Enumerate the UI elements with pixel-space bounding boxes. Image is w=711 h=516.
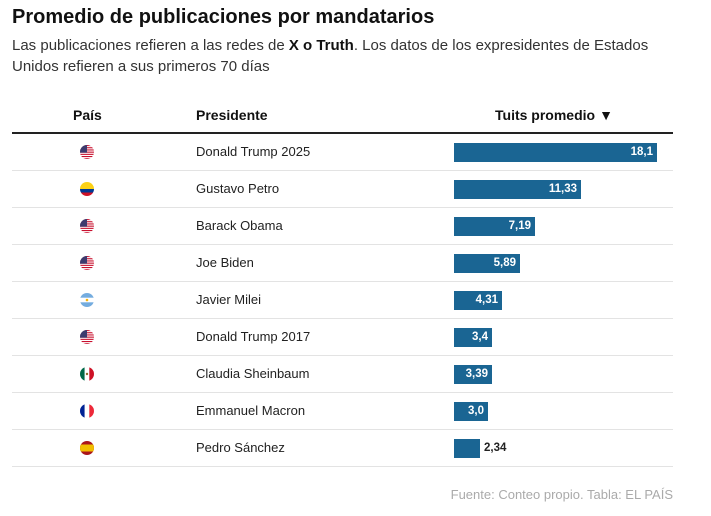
header-divider [12, 132, 673, 134]
table-row: Joe Biden 5,89 [12, 245, 673, 282]
flag-fr-icon [80, 404, 94, 418]
table-row: Barack Obama 7,19 [12, 208, 673, 245]
table-header: País Presidente Tuits promedio ▼ [12, 104, 673, 132]
bar-value-label: 3,4 [472, 331, 488, 343]
bar [454, 180, 581, 199]
bar-value-label: 11,33 [548, 183, 577, 195]
president-name: Donald Trump 2017 [196, 329, 311, 344]
bar-value-label: 3,0 [468, 405, 484, 417]
president-name: Emmanuel Macron [196, 403, 306, 418]
table-row: Donald Trump 2025 18,1 [12, 134, 673, 171]
president-name: Claudia Sheinbaum [196, 366, 310, 381]
flag-us-icon [80, 145, 94, 159]
flag-us-icon [80, 219, 94, 233]
table-row: Donald Trump 2017 3,4 [12, 319, 673, 356]
flag-co-icon [80, 182, 94, 196]
chart-title: Promedio de publicaciones por mandatario… [12, 6, 435, 28]
subtitle-text-1: Las publicaciones refieren a las redes d… [12, 37, 289, 54]
bar-value-label: 18,1 [630, 146, 653, 158]
bar-value-label: 3,39 [465, 368, 488, 380]
flag-ar-icon [80, 293, 94, 307]
flag-us-icon [80, 330, 94, 344]
bar [454, 291, 502, 310]
column-header-value-label: Tuits promedio [495, 107, 596, 123]
president-name: Donald Trump 2025 [196, 144, 311, 159]
bar [454, 254, 520, 273]
column-header-value[interactable]: Tuits promedio ▼ [495, 107, 613, 123]
bar [454, 365, 492, 384]
bar [454, 143, 657, 162]
bar-value-label: 5,89 [493, 257, 516, 269]
table-row: Claudia Sheinbaum 3,39 [12, 356, 673, 393]
bar-value-label: 2,34 [484, 442, 507, 454]
sort-descending-icon[interactable]: ▼ [599, 107, 613, 123]
bar-value-label: 4,31 [475, 294, 498, 306]
source-note: Fuente: Conteo propio. Tabla: EL PAÍS [450, 487, 673, 502]
bar [454, 328, 492, 347]
chart-subtitle: Las publicaciones refieren a las redes d… [12, 35, 672, 77]
table-row: Javier Milei 4,31 [12, 282, 673, 319]
subtitle-text-2: . Los datos de los expresidentes de Esta… [12, 37, 649, 75]
table-row: Pedro Sánchez 2,34 [12, 430, 673, 467]
column-header-country[interactable]: País [73, 107, 102, 123]
table-row: Emmanuel Macron 3,0 [12, 393, 673, 430]
flag-us-icon [80, 256, 94, 270]
bar [454, 217, 535, 236]
bar [454, 439, 480, 458]
table-body: Donald Trump 2025 18,1 Gustavo Petro 11,33 B… [12, 134, 673, 467]
column-header-president[interactable]: Presidente [196, 107, 268, 123]
president-name: Barack Obama [196, 218, 283, 233]
president-name: Javier Milei [196, 292, 262, 307]
president-name: Joe Biden [196, 255, 254, 270]
bar [454, 402, 488, 421]
bar-value-label: 7,19 [508, 220, 531, 232]
president-name: Gustavo Petro [196, 181, 280, 196]
flag-mx-icon [80, 367, 94, 381]
flag-es-icon [80, 441, 94, 455]
subtitle-bold: X o Truth [288, 37, 354, 54]
president-name: Pedro Sánchez [196, 440, 285, 455]
table-row: Gustavo Petro 11,33 [12, 171, 673, 208]
